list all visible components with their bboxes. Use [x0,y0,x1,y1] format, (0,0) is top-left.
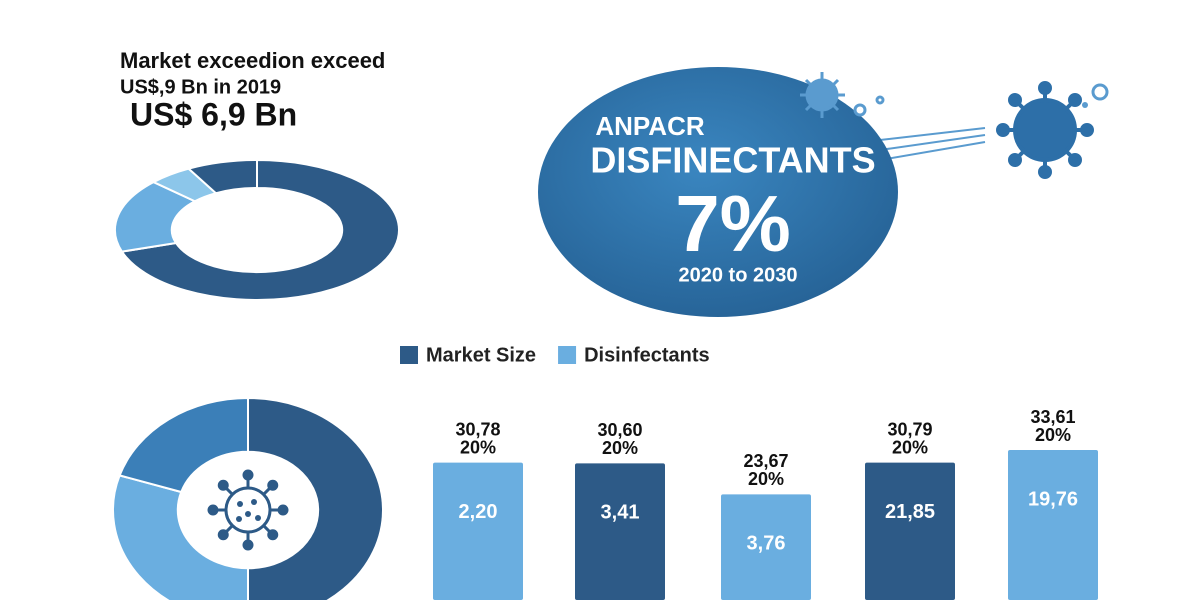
bar-value-label: 30,78 [455,419,500,439]
pie-segment [247,396,384,600]
pie-segment [120,158,400,301]
pie-segment [112,474,249,600]
badge-period: 2020 to 2030 [679,264,798,286]
bar-share-label: 20% [1035,425,1071,445]
pointer-lines [879,127,986,161]
bar-value-label: 23,67 [743,451,788,471]
bar [1008,450,1098,600]
bar [721,494,811,600]
badge-circle [538,67,898,317]
bar-inner-label: 19,76 [1028,488,1078,510]
bar [865,462,955,600]
virus-knob [242,539,254,551]
virus-body [224,486,272,534]
virus-knob [267,479,279,491]
virus-icon [996,81,1109,179]
headline-amount: US$ 6,9 Bn [130,96,297,132]
virus-knob [207,504,219,516]
headline: US$,9 Bn in 2019 [120,76,281,98]
badge-rate: 7% [675,179,791,268]
pie-segment [118,396,249,494]
bar [433,462,523,600]
virus-icon-small [800,72,885,118]
pie-segment [186,158,258,195]
virus-dot [237,501,243,507]
bar-inner-label: 2,20 [459,501,498,523]
badge-name: ANPACR [595,111,705,141]
legend-swatch [558,346,577,364]
headline: Market exceedion exceed [120,48,385,73]
bar-share-label: 20% [892,437,928,457]
virus-dot [251,499,257,505]
virus-icon [207,469,289,551]
virus-knob [217,479,229,491]
bar-value-label: 30,79 [887,419,932,439]
virus-knob [277,504,289,516]
virus-knob [267,529,279,541]
legend-label: Disinfectants [584,344,710,366]
badge-product: DISFINECTANTS [590,140,875,181]
bar-inner-label: 3,41 [601,502,640,524]
virus-knob [217,529,229,541]
virus-dot [236,516,242,522]
badge: ANPACR DISFINECTANTS 7% 2020 to 2030 [538,67,986,317]
bar-value-label: 33,61 [1030,407,1075,427]
bar-share-label: 20% [748,469,784,489]
legend-label: Market Size [426,344,536,366]
virus-dot [255,515,261,521]
bar-inner-label: 3,76 [747,533,786,555]
legend-swatch [400,346,418,364]
virus-dot [245,511,251,517]
bar-value-label: 30,60 [597,420,642,440]
bar-share-label: 20% [460,437,496,457]
bar-inner-label: 21,85 [885,501,935,523]
bar [575,463,665,600]
bar-share-label: 20% [602,438,638,458]
virus-knob [242,469,254,481]
